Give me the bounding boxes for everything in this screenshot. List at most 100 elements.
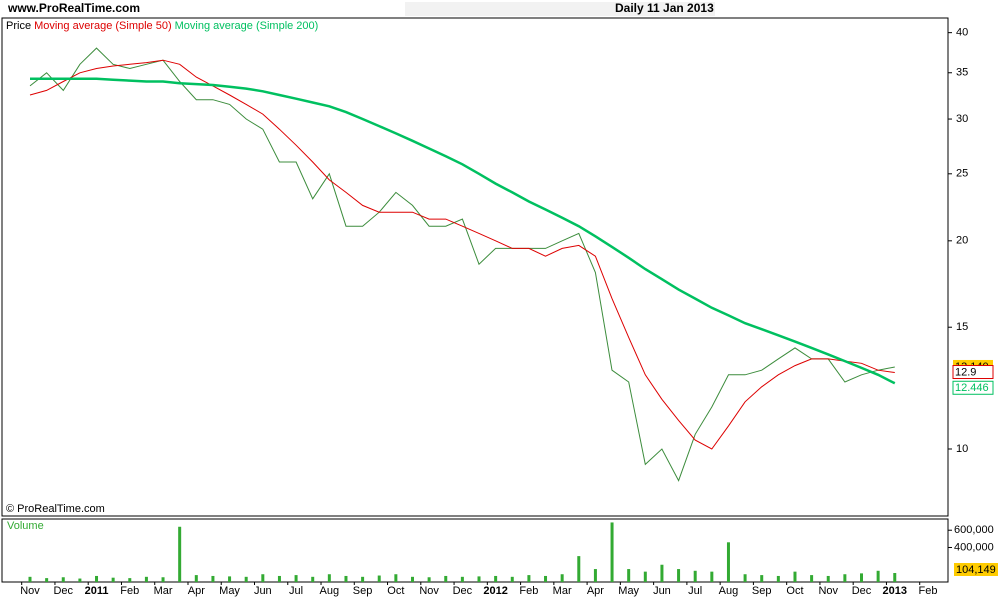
- x-tick-label: Aug: [719, 585, 739, 597]
- volume-panel: [1, 518, 949, 583]
- x-tick-label: Feb: [519, 585, 538, 597]
- volume-bar: [111, 577, 115, 582]
- y-tick-label: 30: [956, 113, 968, 125]
- x-tick-label: Nov: [818, 585, 838, 597]
- last-label-box: [952, 365, 994, 380]
- volume-bar: [544, 575, 548, 582]
- last-value-label: 12.446: [955, 382, 989, 394]
- volume-bar: [444, 575, 448, 582]
- volume-bar: [760, 575, 764, 582]
- volume-bar: [893, 573, 897, 582]
- x-tick-label: Mar: [154, 585, 173, 597]
- volume-bar: [178, 526, 182, 582]
- x-tick-label: Apr: [188, 585, 205, 597]
- x-tick-label: Dec: [53, 585, 73, 597]
- x-tick-label: May: [219, 585, 240, 597]
- volume-bar: [361, 576, 365, 582]
- volume-bar: [277, 575, 281, 582]
- volume-bar: [244, 576, 248, 582]
- volume-bar: [460, 576, 464, 582]
- volume-bar: [677, 569, 681, 582]
- y-tick-label: 15: [956, 321, 968, 333]
- series-line: [29, 59, 895, 450]
- y-tick-label: 25: [956, 168, 968, 180]
- legend-entry: Price: [6, 20, 31, 32]
- x-tick-label: Feb: [919, 585, 938, 597]
- volume-bar: [344, 575, 348, 582]
- x-tick-label: Jun: [254, 585, 272, 597]
- legend-entry: Moving average (Simple 200): [175, 20, 319, 32]
- volume-bar: [843, 574, 847, 582]
- y-tick-label: 40: [956, 27, 968, 39]
- header-band: [405, 2, 715, 16]
- y-tick-label: 35: [956, 67, 968, 79]
- volume-bar: [311, 576, 315, 582]
- x-tick-label: Dec: [453, 585, 473, 597]
- x-tick-label: Jul: [289, 585, 303, 597]
- volume-bar: [860, 573, 863, 582]
- volume-bar: [78, 578, 82, 582]
- volume-bar: [826, 575, 830, 582]
- volume-bar: [577, 556, 581, 582]
- volume-bar: [45, 578, 49, 582]
- y-tick-label: 20: [956, 235, 968, 247]
- volume-bar: [161, 577, 165, 582]
- volume-bar: [144, 576, 148, 582]
- x-tick-label: Nov: [20, 585, 40, 597]
- chart-title: Daily 11 Jan 2013: [615, 1, 714, 15]
- volume-label: Volume: [7, 520, 44, 532]
- volume-bar: [28, 576, 32, 582]
- x-tick-label: Oct: [387, 585, 404, 597]
- volume-bar: [660, 564, 664, 582]
- y-tick-label: 400,000: [954, 541, 994, 553]
- volume-bar: [643, 571, 647, 582]
- volume-bar: [693, 570, 697, 582]
- x-tick-label: May: [618, 585, 639, 597]
- watermark: © ProRealTime.com: [6, 503, 105, 515]
- volume-bar: [61, 577, 65, 582]
- volume-bar: [327, 574, 331, 582]
- volume-bar: [494, 575, 498, 582]
- volume-bar: [228, 576, 232, 582]
- volume-bar: [377, 575, 381, 582]
- volume-bar: [793, 571, 797, 582]
- y-tick-label: 600,000: [954, 524, 994, 536]
- x-tick-label: Oct: [786, 585, 803, 597]
- x-tick-label: Aug: [320, 585, 340, 597]
- volume-bar: [593, 569, 597, 582]
- volume-bar: [810, 575, 814, 582]
- volume-bar: [95, 575, 99, 582]
- x-tick-label: 2013: [883, 585, 907, 597]
- volume-bar: [194, 575, 198, 582]
- volume-bar: [510, 576, 514, 582]
- x-tick-label: Feb: [120, 585, 139, 597]
- x-tick-label: 2012: [483, 585, 507, 597]
- last-label-box: [954, 563, 998, 576]
- series-line: [29, 47, 895, 482]
- volume-bar: [261, 574, 265, 582]
- legend-entry: Moving average (Simple 50): [34, 20, 172, 32]
- x-tick-label: Sep: [353, 585, 373, 597]
- source: www.ProRealTime.com: [7, 1, 140, 15]
- x-tick-label: Apr: [587, 585, 604, 597]
- y-tick-label: 10: [956, 443, 968, 455]
- series-line: [30, 77, 896, 385]
- volume-bar: [477, 576, 481, 582]
- volume-bar: [560, 574, 564, 582]
- volume-bar: [128, 578, 132, 582]
- volume-bar: [410, 576, 414, 582]
- x-tick-label: Jun: [653, 585, 671, 597]
- x-tick-label: Dec: [852, 585, 872, 597]
- volume-bar: [211, 575, 215, 582]
- x-tick-label: Jul: [688, 585, 702, 597]
- volume-bar: [743, 574, 747, 582]
- last-value-label: 104,149: [956, 564, 996, 576]
- x-tick-label: Nov: [419, 585, 439, 597]
- last-label-box: [952, 380, 994, 395]
- volume-bar: [294, 575, 298, 582]
- volume-bar: [710, 571, 714, 582]
- volume-bar: [876, 570, 880, 582]
- volume-bar: [776, 575, 780, 582]
